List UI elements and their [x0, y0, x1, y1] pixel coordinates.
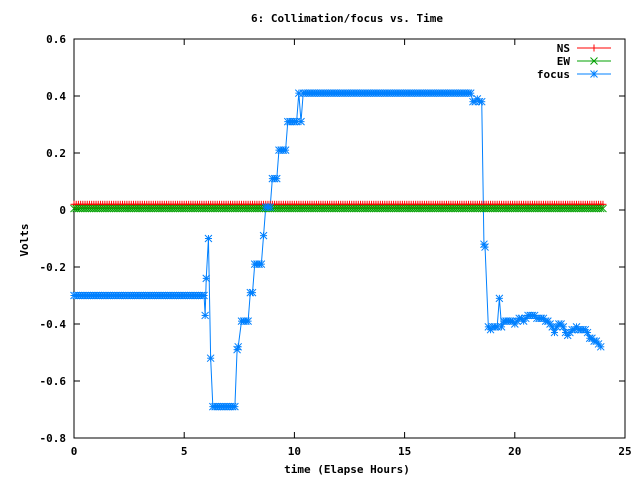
- x-tick-label: 25: [618, 445, 631, 458]
- data-point: [231, 402, 239, 411]
- data-point: [248, 288, 257, 297]
- data-point: [272, 174, 281, 183]
- data-point: [495, 294, 504, 303]
- data-point: [599, 204, 607, 213]
- y-tick-label: -0.2: [40, 261, 67, 274]
- y-tick-label: 0: [59, 204, 66, 217]
- series-line-focus: [74, 92, 602, 408]
- x-tick-label: 15: [398, 445, 411, 458]
- plot-frame: [73, 38, 626, 439]
- y-tick-label: -0.8: [40, 432, 67, 445]
- series-markers: [70, 89, 607, 411]
- x-axis-label: time (Elapse Hours): [284, 463, 410, 476]
- data-point: [204, 234, 213, 243]
- data-point: [257, 260, 266, 269]
- series-markers-EW: [70, 204, 607, 213]
- axis-ticks: 0 5 10 15 20 25 -0.8 -0.6 -0.4 -0.2 0 0.2 0.4 0.6: [40, 33, 632, 458]
- x-tick-label: 20: [508, 445, 521, 458]
- data-point: [259, 231, 268, 240]
- y-tick-label: 0.4: [46, 90, 66, 103]
- data-point: [200, 291, 208, 300]
- legend-label-NS: NS: [557, 42, 570, 55]
- y-tick-label: 0.2: [46, 147, 66, 160]
- data-point: [201, 311, 209, 320]
- x-tick-label: 0: [71, 445, 78, 458]
- data-point: [477, 97, 486, 106]
- data-point: [596, 204, 605, 213]
- legend-label-focus: focus: [537, 68, 570, 81]
- legend-marker-focus: [590, 70, 598, 78]
- data-point: [234, 342, 243, 351]
- y-tick-label: -0.6: [40, 375, 67, 388]
- data-point: [596, 342, 605, 351]
- y-tick-label: 0.6: [46, 33, 66, 46]
- series-markers-focus: [70, 89, 605, 411]
- data-point: [266, 203, 275, 212]
- legend-marker-NS: [590, 44, 598, 52]
- legend-label-EW: EW: [557, 55, 571, 68]
- data-point: [297, 117, 305, 126]
- y-axis-label: Volts: [18, 223, 31, 256]
- data-point: [466, 89, 475, 98]
- x-tick-label: 10: [288, 445, 301, 458]
- chart-title: 6: Collimation/focus vs. Time: [251, 12, 443, 25]
- data-point: [202, 274, 211, 283]
- data-point: [206, 354, 215, 363]
- data-point: [281, 146, 290, 155]
- data-point: [244, 317, 252, 326]
- data-point: [481, 243, 489, 251]
- series-lines: [74, 92, 603, 408]
- legend-marker-EW: [590, 57, 598, 65]
- y-tick-label: -0.4: [40, 318, 67, 331]
- x-tick-label: 5: [181, 445, 188, 458]
